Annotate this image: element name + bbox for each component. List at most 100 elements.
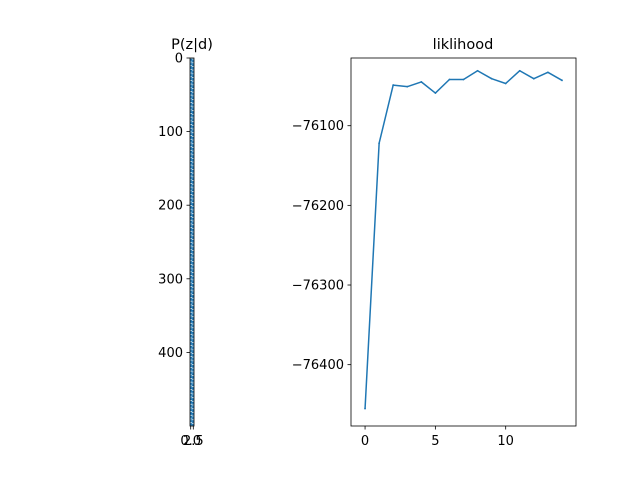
pzd-cell bbox=[192, 390, 194, 392]
pzd-cell bbox=[190, 272, 192, 273]
pzd-cell bbox=[192, 94, 194, 95]
pzd-cell bbox=[192, 351, 194, 353]
pzd-cell bbox=[190, 316, 192, 318]
pzd-cell bbox=[190, 208, 192, 209]
pzd-cell bbox=[190, 400, 192, 402]
pzd-cell bbox=[192, 255, 194, 257]
pzd-cell bbox=[190, 378, 192, 379]
pzd-cell bbox=[190, 114, 192, 116]
pzd-cell bbox=[190, 311, 192, 313]
pzd-cell bbox=[192, 63, 194, 64]
pzd-cell bbox=[192, 320, 194, 322]
pzd-cell bbox=[190, 180, 192, 181]
pzd-cell bbox=[190, 89, 192, 91]
pzd-cell bbox=[192, 346, 194, 348]
pzd-cell bbox=[190, 403, 192, 404]
pzd-cell bbox=[190, 88, 192, 90]
pzd-cell bbox=[192, 256, 194, 258]
pzd-cell bbox=[192, 61, 194, 63]
pzd-cell bbox=[190, 388, 192, 390]
pzd-cell bbox=[192, 332, 194, 334]
pzd-cell bbox=[190, 384, 192, 385]
pzd-cell bbox=[190, 311, 192, 312]
pzd-cell bbox=[190, 98, 192, 100]
pzd-cell bbox=[190, 139, 192, 141]
pzd-cell bbox=[192, 115, 194, 117]
pzd-cell bbox=[192, 275, 194, 277]
pzd-cell bbox=[192, 309, 194, 311]
pzd-cell bbox=[192, 91, 194, 93]
pzd-cell bbox=[192, 197, 194, 198]
pzd-cell bbox=[192, 138, 194, 140]
pzd-cell bbox=[192, 216, 194, 218]
pzd-cell bbox=[192, 134, 194, 136]
likelihood-x-tick-label: 0 bbox=[361, 434, 369, 449]
pzd-cell bbox=[190, 127, 192, 129]
pzd-cell bbox=[192, 141, 194, 143]
pzd-cell bbox=[192, 101, 194, 103]
pzd-cell bbox=[192, 300, 194, 302]
pzd-cell bbox=[192, 261, 194, 263]
pzd-cell bbox=[192, 114, 194, 116]
pzd-cell bbox=[190, 244, 192, 246]
pzd-cell bbox=[192, 382, 194, 384]
pzd-cell bbox=[190, 253, 192, 254]
pzd-cell bbox=[192, 158, 194, 159]
pzd-cell bbox=[192, 258, 194, 260]
pzd-cell bbox=[190, 362, 192, 364]
pzd-cell bbox=[192, 230, 194, 232]
pzd-cell bbox=[190, 317, 192, 319]
pzd-cell bbox=[192, 242, 194, 244]
pzd-cell bbox=[192, 131, 194, 133]
pzd-x-ticks: 0.02.5 bbox=[180, 426, 204, 449]
pzd-cell bbox=[192, 378, 194, 380]
pzd-cell bbox=[192, 281, 194, 282]
pzd-cell bbox=[190, 79, 192, 81]
pzd-cell bbox=[190, 421, 192, 423]
pzd-cell bbox=[190, 235, 192, 237]
pzd-cell bbox=[190, 318, 192, 320]
pzd-cell bbox=[192, 308, 194, 310]
pzd-cell bbox=[190, 361, 192, 363]
pzd-cell bbox=[190, 369, 192, 371]
pzd-cell bbox=[190, 70, 192, 72]
pzd-cell bbox=[192, 108, 194, 109]
pzd-cell bbox=[192, 363, 194, 365]
pzd-cell bbox=[192, 225, 194, 227]
pzd-cell bbox=[190, 102, 192, 104]
pzd-cell bbox=[192, 190, 194, 192]
pzd-cell bbox=[190, 78, 192, 80]
pzd-cell bbox=[192, 300, 194, 301]
pzd-cell bbox=[192, 302, 194, 304]
pzd-cell bbox=[190, 338, 192, 340]
pzd-cell bbox=[190, 113, 192, 115]
pzd-cell bbox=[190, 82, 192, 84]
pzd-cell bbox=[192, 80, 194, 81]
pzd-cell bbox=[190, 276, 192, 278]
pzd-cell bbox=[190, 375, 192, 377]
pzd-cell bbox=[192, 279, 194, 281]
pzd-cell bbox=[192, 336, 194, 337]
pzd-cell bbox=[192, 269, 194, 271]
pzd-cell bbox=[190, 200, 192, 201]
pzd-cell bbox=[192, 395, 194, 397]
pzd-cell bbox=[192, 78, 194, 80]
pzd-cell bbox=[192, 264, 194, 266]
pzd-cell bbox=[192, 384, 194, 386]
pzd-cell bbox=[192, 184, 194, 186]
pzd-cell bbox=[190, 66, 192, 68]
pzd-cell bbox=[190, 278, 192, 279]
pzd-cell bbox=[190, 392, 192, 393]
pzd-cell bbox=[192, 354, 194, 356]
pzd-cell bbox=[192, 200, 194, 202]
pzd-cell bbox=[192, 362, 194, 364]
pzd-cell bbox=[192, 282, 194, 284]
pzd-cell bbox=[192, 294, 194, 296]
pzd-cell bbox=[190, 91, 192, 93]
pzd-cell bbox=[190, 349, 192, 351]
pzd-cell bbox=[190, 143, 192, 145]
pzd-cell bbox=[190, 148, 192, 150]
pzd-cell bbox=[190, 302, 192, 304]
pzd-cell bbox=[190, 153, 192, 155]
pzd-cell bbox=[190, 284, 192, 286]
